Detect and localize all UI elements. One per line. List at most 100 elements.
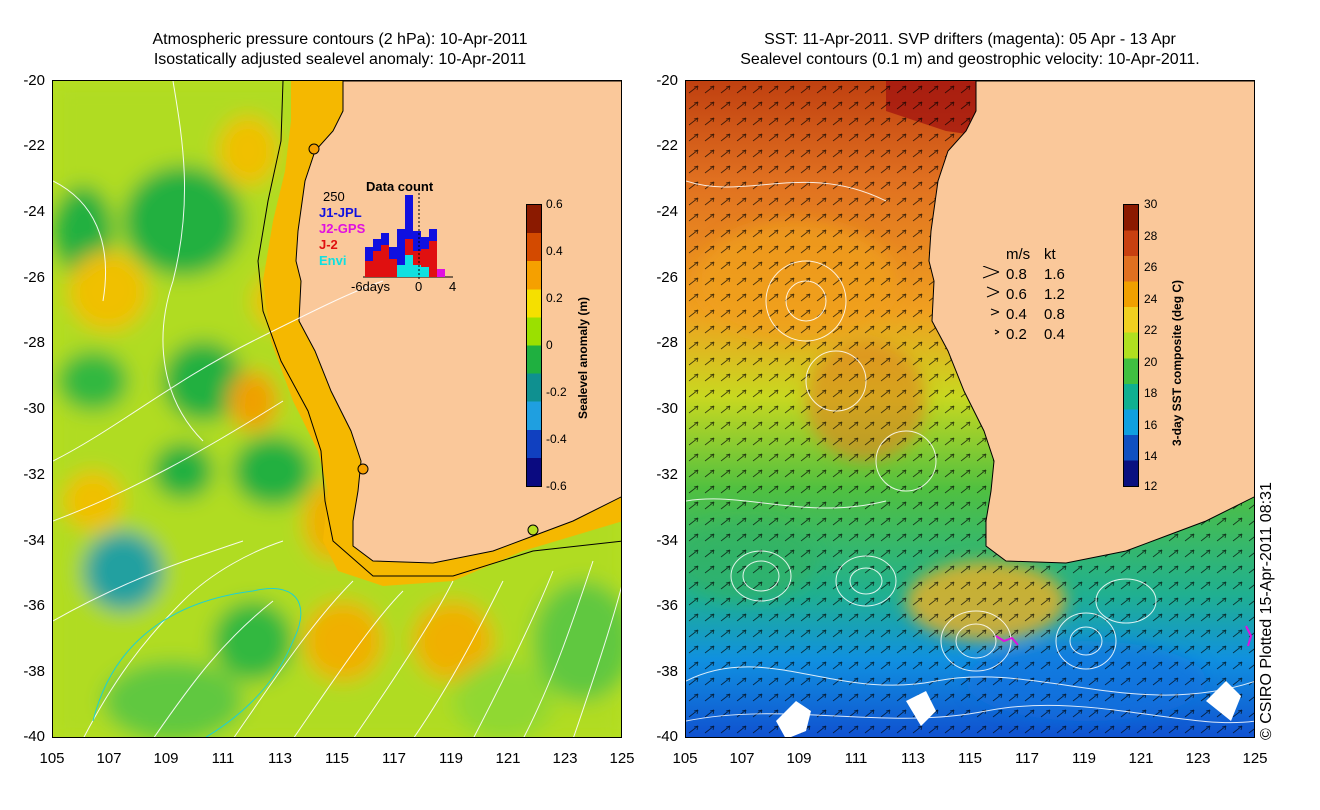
- left-lat-label: -22: [23, 137, 45, 154]
- mission-j1: J1-JPL: [319, 205, 362, 220]
- sealevel-cb-tick: 0.2: [546, 291, 563, 305]
- left-lon-label: 115: [325, 750, 349, 767]
- mission-j-2: J-2: [319, 237, 338, 252]
- right-lon-label: 105: [672, 750, 698, 767]
- right-lon-label: 119: [1072, 750, 1096, 767]
- left-lon-label: 111: [211, 750, 235, 767]
- australia-landmass: [928, 81, 1254, 564]
- data-count-title: Data count: [366, 179, 434, 194]
- sst-cb-tick: 16: [1144, 418, 1158, 432]
- right-lat-label: -20: [656, 72, 678, 89]
- right-lon-label: 117: [1015, 750, 1039, 767]
- left-lat-label: -30: [23, 400, 45, 417]
- velocity-row-kt: 0.8: [1044, 306, 1065, 323]
- velocity-unit-kt: kt: [1044, 246, 1056, 263]
- sst-cb-tick: 28: [1144, 229, 1158, 243]
- right-title-line1: SST: 11-Apr-2011. SVP drifters (magenta)…: [764, 31, 1176, 48]
- left-lon-label: 121: [495, 750, 521, 767]
- right-lon-label: 123: [1185, 750, 1211, 767]
- right-lat-label: -22: [656, 137, 678, 154]
- sealevel-contours: [686, 180, 1254, 724]
- sealevel-cb-tick: 0: [546, 338, 553, 352]
- right-lon-label: 113: [901, 750, 925, 767]
- left-lon-label: 125: [609, 750, 635, 767]
- data-count-histogram: [363, 189, 453, 279]
- right-lat-label: -30: [656, 400, 678, 417]
- velocity-row-ms: 0.8: [1006, 266, 1027, 283]
- right-lon-label: 121: [1128, 750, 1154, 767]
- left-lat-label: -40: [23, 728, 45, 745]
- sst-cb-tick: 14: [1144, 449, 1158, 463]
- velocity-row-ms: 0.2: [1006, 326, 1027, 343]
- left-lat-label: -24: [23, 203, 45, 220]
- left-lat-label: -20: [23, 72, 45, 89]
- sst-cb-tick: 20: [1144, 355, 1158, 369]
- data-count-inset: Data count 250 J1-JPL J2-GPS J-2 Envi -6…: [311, 177, 461, 297]
- right-lon-label: 107: [729, 750, 755, 767]
- right-lat-label: -40: [656, 728, 678, 745]
- sst-colorbar: [1123, 204, 1139, 487]
- sealevel-anomaly-map: Data count 250 J1-JPL J2-GPS J-2 Envi -6…: [52, 80, 622, 738]
- left-title-line2: Isostatically adjusted sealevel anomaly:…: [153, 51, 527, 68]
- left-lon-label: 119: [439, 750, 463, 767]
- mission-j2: J2-GPS: [319, 221, 366, 236]
- velocity-row-kt: 1.2: [1044, 286, 1065, 303]
- left-lat-label: -38: [23, 663, 45, 680]
- sealevel-cb-tick: 0.6: [546, 197, 563, 211]
- right-lat-label: -36: [656, 597, 678, 614]
- right-lat-label: -26: [656, 269, 678, 286]
- pressure-contours: [53, 81, 621, 737]
- data-count-xlabel-zero: 0: [415, 279, 423, 294]
- copyright-label: © CSIRO Plotted 15-Apr-2011 08:31: [1258, 482, 1275, 740]
- data-count-xlabel-start: -6days: [351, 279, 391, 294]
- velocity-row-kt: 1.6: [1044, 266, 1065, 283]
- tide-gauge-marker: [527, 524, 539, 536]
- sealevel-colorbar-label: Sealevel anomaly (m): [576, 296, 590, 419]
- velocity-legend-arrows: [982, 266, 1000, 335]
- right-lon-label: 115: [958, 750, 982, 767]
- tide-gauge-marker: [308, 143, 320, 155]
- left-lon-label: 123: [552, 750, 578, 767]
- sst-map: m/s kt 0.8 1.6 0.6 1.2 0.4 0.8 0.2 0.4 3…: [685, 80, 1255, 738]
- left-lat-label: -28: [23, 334, 45, 351]
- left-lat-label: -36: [23, 597, 45, 614]
- left-lat-label: -32: [23, 466, 45, 483]
- svp-drifter-track: [995, 635, 1019, 646]
- right-lon-label: 109: [786, 750, 812, 767]
- right-lat-label: -34: [656, 532, 678, 549]
- velocity-row-kt: 0.4: [1044, 326, 1065, 343]
- velocity-legend: m/s kt 0.8 1.6 0.6 1.2 0.4 0.8 0.2 0.4: [981, 246, 1091, 346]
- right-lat-label: -32: [656, 466, 678, 483]
- right-lat-label: -28: [656, 334, 678, 351]
- right-lat-label: -24: [656, 203, 678, 220]
- velocity-row-ms: 0.4: [1006, 306, 1027, 323]
- left-lat-label: -26: [23, 269, 45, 286]
- sealevel-cb-tick: -0.2: [546, 385, 567, 399]
- velocity-row-ms: 0.6: [1006, 286, 1027, 303]
- sst-colorbar-label: 3-day SST composite (deg C): [1170, 279, 1184, 446]
- right-lat-label: -38: [656, 663, 678, 680]
- cloud-patches: [776, 681, 1241, 737]
- left-title-line1: Atmospheric pressure contours (2 hPa): 1…: [152, 31, 528, 48]
- sst-cb-tick: 12: [1144, 479, 1158, 493]
- left-lon-label: 105: [39, 750, 65, 767]
- sealevel-cb-tick: -0.4: [546, 432, 567, 446]
- right-lon-label: 125: [1242, 750, 1268, 767]
- svp-drifter-track: [1245, 625, 1253, 647]
- left-lon-label: 107: [96, 750, 122, 767]
- sealevel-cb-tick: -0.6: [546, 479, 567, 493]
- right-title-line2: Sealevel contours (0.1 m) and geostrophi…: [740, 51, 1200, 68]
- left-lon-label: 109: [153, 750, 179, 767]
- velocity-unit-ms: m/s: [1006, 246, 1031, 263]
- left-lon-label: 117: [382, 750, 406, 767]
- left-lon-label: 113: [268, 750, 292, 767]
- sealevel-cb-tick: 0.4: [546, 244, 563, 258]
- sst-cb-tick: 30: [1144, 197, 1158, 211]
- right-lon-label: 111: [844, 750, 868, 767]
- data-count-xlabel-end: 4: [449, 279, 457, 294]
- data-count-max: 250: [323, 189, 345, 204]
- sst-cb-tick: 18: [1144, 386, 1158, 400]
- mission-envi: Envi: [319, 253, 347, 268]
- tide-gauge-marker: [357, 463, 369, 475]
- sst-map-svg: [686, 81, 1254, 737]
